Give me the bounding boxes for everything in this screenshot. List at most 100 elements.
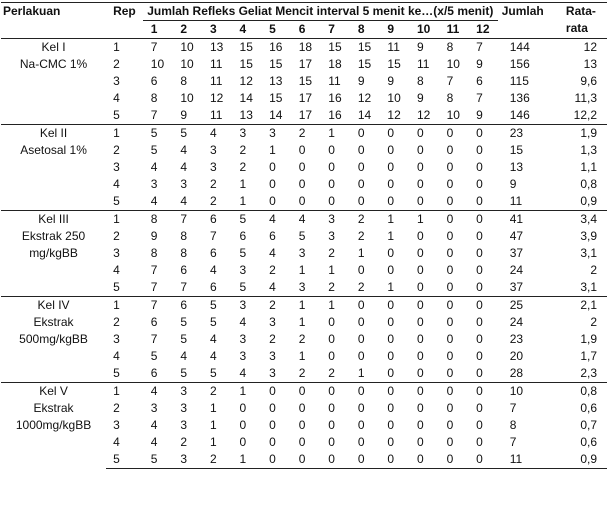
value-cell: 0 [239,418,247,432]
table-row: Kel V Ekstrak 1000mg/kgBB 1 4 3 2 1 0 0 0 0 0 0 0 0 10 0,… [1,382,607,469]
value-cell: 7 [172,210,202,228]
value-cell: 14 [239,91,253,105]
header-minute-11: 11 [438,20,469,39]
table-row: 2 5 4 3 2 1 0 0 0 0 0 0 0 15 1,3 [1,142,607,159]
value-cell: 0 [446,229,454,243]
value-cell: 10 [172,38,202,56]
value-cell: 1 [269,143,276,157]
group-label-line: Kel I [41,40,66,54]
value-cell: 0 [357,418,365,432]
value-cell: 2 [209,194,217,208]
value-cell: 3 [328,229,335,243]
value-cell: 3 [150,401,158,415]
value-cell: 0 [357,401,365,415]
table-row: 3 8 8 6 5 4 3 2 1 0 0 0 0 37 3,1 [1,245,607,262]
group-label-line: Asetosal 1% [20,143,87,157]
rep-cell: 5 [106,451,143,469]
jumlah-cell: 7 [509,435,517,449]
value-cell: 0 [349,382,380,400]
value-cell: 1 [357,366,365,380]
value-cell: 0 [239,435,247,449]
value-cell: 2 [357,229,365,243]
rata-rata-cell: 0,7 [580,418,597,432]
group-label: Kel V Ekstrak 1000mg/kgBB [1,382,107,469]
value-cell: 14 [357,108,372,122]
value-cell: 0 [417,349,424,363]
header-jumlah: Jumlah [497,2,558,39]
value-cell: 0 [476,280,483,294]
jumlah-cell: 8 [509,418,517,432]
value-cell: 0 [468,451,498,469]
table-row: Kel III Ekstrak 250 mg/kgBB 1 8 7 6 5 4 4 3 2 1 1 0 0 41… [1,210,607,297]
rata-rata-cell: 12 [557,38,607,56]
header-minute-3: 3 [201,20,232,39]
value-cell: 0 [446,349,454,363]
jumlah-cell: 25 [497,296,558,314]
value-cell: 0 [328,435,335,449]
value-cell: 2 [269,263,276,277]
value-cell: 3 [180,401,188,415]
value-cell: 1 [231,451,262,469]
table-row: 4 3 3 2 1 0 0 0 0 0 0 0 0 9 0,8 [1,176,607,193]
value-cell: 0 [290,382,321,400]
value-cell: 0 [298,194,306,208]
value-cell: 4 [150,194,158,208]
value-cell: 0 [476,401,483,415]
value-cell: 2 [298,332,306,346]
header-minute-2: 2 [172,20,202,39]
value-cell: 2 [357,280,365,294]
value-cell: 3 [269,366,276,380]
value-cell: 2 [269,332,276,346]
value-cell: 0 [417,332,424,346]
value-cell: 5 [231,210,262,228]
data-table: Perlakuan Rep Jumlah Refleks Geliat Menc… [1,2,607,469]
value-cell: 10 [150,57,165,71]
header-minute-10: 10 [409,20,439,39]
value-cell: 6 [150,366,158,380]
value-cell: 0 [357,263,365,277]
group-label-line: Na-CMC 1% [19,57,88,71]
value-cell: 0 [387,401,395,415]
rep-cell: 3 [113,418,120,432]
value-cell: 5 [239,280,247,294]
rata-rata-cell: 11,3 [574,91,597,105]
rata-rata-cell: 2,1 [557,296,607,314]
value-cell: 0 [387,315,395,329]
value-cell: 0 [349,451,380,469]
value-cell: 1 [290,296,321,314]
value-cell: 6 [172,296,202,314]
value-cell: 7 [150,280,158,294]
value-cell: 3 [150,177,158,191]
value-cell: 0 [387,246,395,260]
jumlah-cell: 20 [509,349,524,363]
value-cell: 9 [417,91,424,105]
value-cell: 0 [387,332,395,346]
value-cell: 4 [209,263,217,277]
rep-cell: 1 [106,382,143,400]
jumlah-cell: 115 [509,74,529,88]
jumlah-cell: 144 [497,38,558,56]
value-cell: 0 [438,124,469,142]
value-cell: 0 [468,210,498,228]
value-cell: 17 [298,91,313,105]
value-cell: 7 [150,263,158,277]
value-cell: 10 [180,91,194,105]
value-cell: 8 [142,210,173,228]
value-cell: 0 [446,315,454,329]
value-cell: 15 [239,57,253,71]
value-cell: 0 [468,296,498,314]
value-cell: 0 [357,332,365,346]
group-label: Kel III Ekstrak 250 mg/kgBB [1,210,107,297]
rata-rata-cell: 1,1 [580,160,597,174]
rep-cell: 3 [113,74,120,88]
value-cell: 15 [349,38,380,56]
value-cell: 11 [417,57,430,71]
value-cell: 6 [150,315,158,329]
table-row: 5 7 7 6 5 4 3 2 2 1 0 0 0 37 3,1 [1,279,607,297]
value-cell: 1 [239,177,247,191]
value-cell: 3 [261,124,291,142]
table-body: Kel I Na-CMC 1% 1 7 10 13 15 16 18 15 15 11 9 8 7 144 12… [1,38,607,469]
jumlah-cell: 10 [497,382,558,400]
jumlah-cell: 11 [497,451,558,469]
value-cell: 6 [209,280,217,294]
